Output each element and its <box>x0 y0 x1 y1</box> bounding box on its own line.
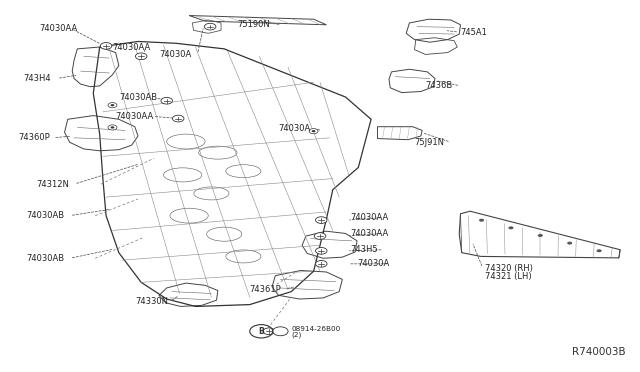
Text: 74320 (RH): 74320 (RH) <box>484 264 532 273</box>
Text: R740003B: R740003B <box>572 347 625 357</box>
Text: 74312N: 74312N <box>36 180 68 189</box>
Text: B: B <box>259 327 264 336</box>
Circle shape <box>161 97 173 104</box>
Circle shape <box>111 126 115 129</box>
Circle shape <box>309 129 318 134</box>
Text: 74030AB: 74030AB <box>26 211 65 220</box>
Circle shape <box>204 23 216 30</box>
Circle shape <box>273 327 288 336</box>
Text: 08914-26B00: 08914-26B00 <box>291 326 340 332</box>
Text: 7436B: 7436B <box>426 81 452 90</box>
Text: 74030AB: 74030AB <box>119 93 157 102</box>
Circle shape <box>567 242 572 245</box>
Text: 74361P: 74361P <box>250 285 282 294</box>
Circle shape <box>314 233 326 239</box>
Circle shape <box>508 226 513 229</box>
Circle shape <box>312 130 316 132</box>
Text: 74030AB: 74030AB <box>26 254 65 263</box>
Circle shape <box>316 247 327 254</box>
Circle shape <box>538 234 543 237</box>
Circle shape <box>173 115 184 122</box>
Text: 74030A: 74030A <box>278 124 311 133</box>
Text: 74030AA: 74030AA <box>351 229 389 238</box>
Circle shape <box>100 42 112 49</box>
Circle shape <box>136 53 147 60</box>
Text: 74030A: 74030A <box>357 259 389 268</box>
Text: 745A1: 745A1 <box>461 28 488 37</box>
Text: 75190N: 75190N <box>237 20 269 29</box>
Circle shape <box>111 104 115 106</box>
Circle shape <box>108 125 117 130</box>
Text: 74030A: 74030A <box>159 50 191 59</box>
Text: 74030AA: 74030AA <box>351 213 389 222</box>
Circle shape <box>108 103 117 108</box>
Text: 74321 (LH): 74321 (LH) <box>484 272 531 281</box>
Circle shape <box>263 328 275 335</box>
Text: 74030AA: 74030AA <box>116 112 154 121</box>
Text: 75J91N: 75J91N <box>415 138 445 147</box>
Text: 743H4: 743H4 <box>23 74 51 83</box>
Circle shape <box>316 217 327 224</box>
Circle shape <box>316 260 327 267</box>
Text: 74330N: 74330N <box>135 297 168 306</box>
Text: 74030AA: 74030AA <box>39 24 77 33</box>
Text: 743H5: 743H5 <box>351 245 378 254</box>
Circle shape <box>479 219 484 222</box>
Text: 74360P: 74360P <box>19 133 51 142</box>
Circle shape <box>596 249 602 252</box>
Text: (2): (2) <box>291 332 301 338</box>
Text: 74030AA: 74030AA <box>113 42 150 51</box>
